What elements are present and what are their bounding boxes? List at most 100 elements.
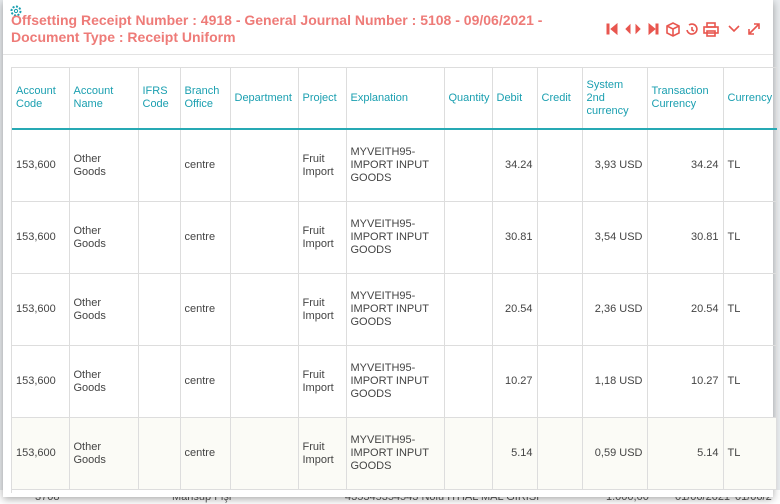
table-cell: 0,59 USD <box>582 417 648 490</box>
table-cell: 5.14 <box>647 417 724 490</box>
table-cell <box>230 273 299 346</box>
expand-button[interactable] <box>748 23 760 35</box>
table-cell <box>537 345 583 418</box>
last-button[interactable] <box>648 22 659 36</box>
table-cell <box>537 273 583 346</box>
table-cell <box>230 417 299 490</box>
column-header: Project <box>298 68 347 130</box>
column-header: Debit <box>492 68 538 130</box>
table-cell: 153,600 <box>12 129 70 202</box>
table-row: 153,600 Other Goods centre Fruit Import MYVE… <box>12 273 777 346</box>
table-cell: 30.81 <box>492 201 538 274</box>
table-cell: Fruit Import <box>298 345 347 418</box>
column-header: Explanation <box>346 68 445 130</box>
table-cell: 1,18 USD <box>582 345 648 418</box>
table-cell: TL <box>723 273 777 346</box>
table-cell: 153,600 <box>12 417 70 490</box>
column-header: IFRS Code <box>138 68 181 130</box>
table-cell: TL <box>723 129 777 202</box>
table-cell <box>138 273 181 346</box>
table-cell: MYVEITH95-IMPORT INPUT GOODS <box>346 417 445 490</box>
column-header: Department <box>230 68 299 130</box>
table-cell: Fruit Import <box>298 417 347 490</box>
next-button[interactable] <box>635 23 641 35</box>
table-cell: 20.54 <box>647 273 724 346</box>
table-cell: Other Goods <box>69 273 139 346</box>
table-cell: centre <box>180 417 231 490</box>
table-cell: MYVEITH95-IMPORT INPUT GOODS <box>346 345 445 418</box>
table-cell: 153,600 <box>12 201 70 274</box>
table-cell <box>138 345 181 418</box>
collapse-button[interactable] <box>728 25 740 33</box>
table-cell: TL <box>723 201 777 274</box>
table-cell <box>444 273 493 346</box>
table-cell: 3,54 USD <box>582 201 648 274</box>
column-header: Account Name <box>69 68 139 130</box>
table-cell <box>138 417 181 490</box>
table-cell: 5.14 <box>492 417 538 490</box>
table-cell: centre <box>180 273 231 346</box>
toolbar <box>606 22 760 37</box>
table-cell: Other Goods <box>69 417 139 490</box>
settings-icon[interactable] <box>9 4 23 18</box>
table-cell: 34.24 <box>647 129 724 202</box>
column-header: Account Code <box>12 68 70 130</box>
first-button[interactable] <box>606 22 618 36</box>
column-header: Currency <box>723 68 777 130</box>
table-cell: Fruit Import <box>298 129 347 202</box>
history-button[interactable] <box>686 23 698 35</box>
journal-table: Account Code Account Name IFRS Code Branch … <box>12 68 777 490</box>
table-container: Account Code Account Name IFRS Code Branch … <box>11 67 777 493</box>
table-cell: MYVEITH95-IMPORT INPUT GOODS <box>346 273 445 346</box>
column-header: Transaction Currency <box>647 68 724 130</box>
table-cell: MYVEITH95-IMPORT INPUT GOODS <box>346 201 445 274</box>
table-row: 153,600 Other Goods centre Fruit Import MYVE… <box>12 129 777 202</box>
table-cell <box>230 129 299 202</box>
table-cell <box>138 201 181 274</box>
table-cell: 2,36 USD <box>582 273 648 346</box>
table-cell: Other Goods <box>69 345 139 418</box>
table-cell <box>230 201 299 274</box>
table-cell: TL <box>723 417 777 490</box>
table-row: 153,600 Other Goods centre Fruit Import MYVE… <box>12 417 777 490</box>
table-cell: 10.27 <box>492 345 538 418</box>
column-header: Quantity <box>444 68 493 130</box>
table-row: 153,600 Other Goods centre Fruit Import MYVE… <box>12 201 777 274</box>
table-cell: centre <box>180 345 231 418</box>
table-cell <box>444 129 493 202</box>
table-cell: 30.81 <box>647 201 724 274</box>
table-cell: 10.27 <box>647 345 724 418</box>
table-cell: Fruit Import <box>298 201 347 274</box>
table-cell: 153,600 <box>12 345 70 418</box>
column-header: Credit <box>537 68 583 130</box>
table-cell: centre <box>180 129 231 202</box>
table-cell: Other Goods <box>69 129 139 202</box>
table-cell <box>537 129 583 202</box>
table-cell <box>230 345 299 418</box>
table-row: 153,600 Other Goods centre Fruit Import MYVE… <box>12 345 777 418</box>
table-cell <box>444 201 493 274</box>
table-cell: 3,93 USD <box>582 129 648 202</box>
table-cell: 34.24 <box>492 129 538 202</box>
table-cell: centre <box>180 201 231 274</box>
divider <box>3 54 773 55</box>
table-cell <box>537 417 583 490</box>
table-cell <box>138 129 181 202</box>
box-button[interactable] <box>666 22 680 37</box>
dialog: Offsetting Receipt Number : 4918 - Gener… <box>3 0 777 497</box>
table-cell <box>444 345 493 418</box>
prev-button[interactable] <box>625 23 631 35</box>
print-button[interactable] <box>703 22 719 37</box>
column-header: Branch Office <box>180 68 231 130</box>
table-cell: MYVEITH95-IMPORT INPUT GOODS <box>346 129 445 202</box>
table-cell <box>444 417 493 490</box>
table-cell: Fruit Import <box>298 273 347 346</box>
table-cell: 153,600 <box>12 273 70 346</box>
column-header: System 2nd currency <box>582 68 648 130</box>
table-cell: TL <box>723 345 777 418</box>
table-cell <box>537 201 583 274</box>
dialog-title: Offsetting Receipt Number : 4918 - Gener… <box>11 12 543 45</box>
table-cell: 20.54 <box>492 273 538 346</box>
table-cell: Other Goods <box>69 201 139 274</box>
